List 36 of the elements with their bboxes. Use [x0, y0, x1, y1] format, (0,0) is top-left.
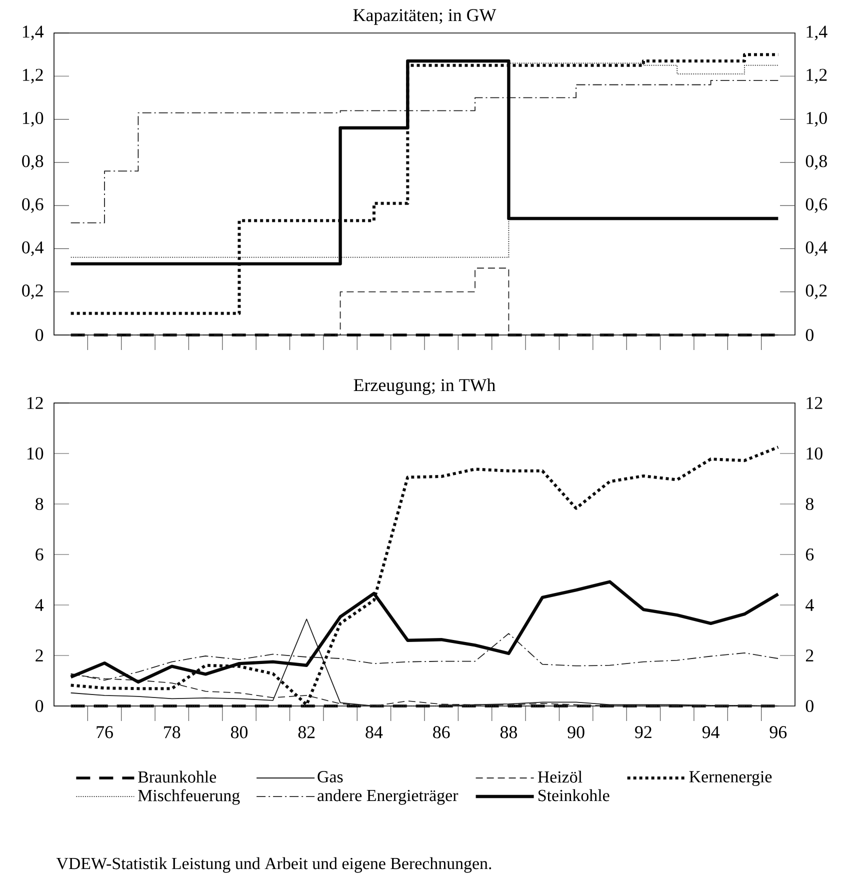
legend-label: Steinkohle	[538, 789, 610, 802]
y-tick-label: 10	[27, 447, 44, 460]
y-tick-label: 0,8	[806, 155, 827, 170]
x-tick-label: 82	[298, 726, 315, 738]
y-tick-label: 8	[36, 498, 44, 510]
y-tick-label: 0	[806, 328, 814, 342]
x-tick-label: 84	[366, 726, 383, 738]
y-tick-label: 1,2	[806, 68, 827, 84]
x-tick-label: 86	[433, 726, 450, 738]
legend-label: Braunkohle	[138, 770, 216, 783]
y-tick-label: 0,6	[806, 198, 828, 213]
y-tick-label: 4	[35, 599, 44, 611]
x-tick-label: 76	[96, 726, 113, 738]
legend-label: andere Energieträger	[318, 789, 458, 805]
chart-title: Kapazitäten; in GW	[353, 9, 496, 25]
x-tick-label: 88	[500, 726, 517, 738]
y-tick-label: 0	[36, 700, 44, 712]
legend-label: Gas	[318, 771, 343, 782]
y-tick-label: 12	[27, 397, 43, 409]
x-tick-label: 78	[164, 726, 180, 738]
chart-title: Erzeugung; in TWh	[354, 378, 496, 395]
x-tick-label: 94	[702, 726, 720, 738]
y-tick-label: 1,0	[806, 112, 827, 127]
x-tick-label: 92	[635, 726, 652, 738]
legend-label: Heizöl	[538, 770, 582, 783]
legend-label: Kernenergie	[689, 771, 772, 786]
y-tick-label: 0,4	[806, 241, 828, 256]
y-tick-label: 0,2	[806, 284, 827, 300]
x-tick-label: 90	[568, 726, 584, 738]
text: VDEW-Statistik Leistung und Arbeit und eigene Berechnungen.	[56, 857, 492, 873]
y-tick-label: 6	[36, 548, 44, 561]
y-tick-label: 2	[36, 650, 43, 662]
y-tick-label: 1,4	[806, 26, 828, 40]
x-tick-label: 96	[770, 726, 787, 738]
legend-label: Mischfeuerung	[138, 789, 240, 805]
x-tick-label: 80	[230, 726, 248, 738]
